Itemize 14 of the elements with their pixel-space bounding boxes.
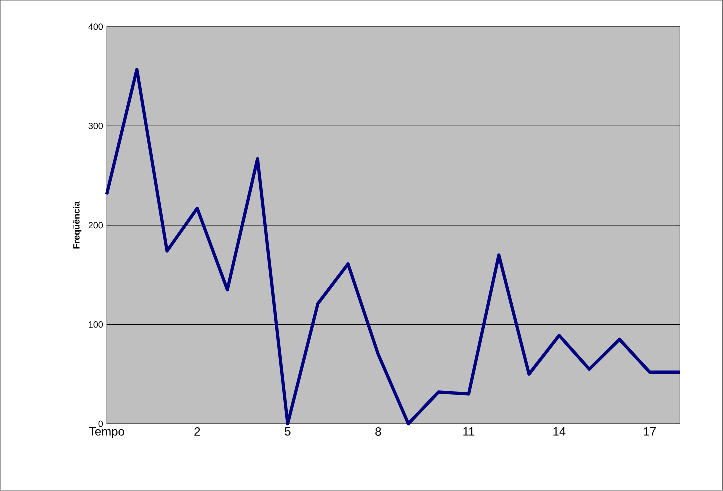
x-tick-label: 2: [194, 428, 200, 436]
x-tick-label: Tempo: [89, 428, 124, 438]
x-tick-label: 14: [554, 428, 566, 436]
y-tick-label: 200: [88, 222, 104, 229]
y-tick-label: 300: [88, 123, 104, 130]
line-series: [105, 68, 682, 426]
x-tick-label: 8: [376, 428, 382, 436]
y-axis-title: Freqüência: [73, 201, 82, 249]
y-tick-label: 400: [88, 24, 104, 30]
x-tick-label: 11: [464, 428, 475, 436]
y-tick-label: 0: [98, 420, 104, 428]
x-tick-label: 5: [285, 428, 291, 436]
x-tick-label: 17: [644, 428, 656, 436]
y-tick-label: 100: [89, 322, 104, 328]
